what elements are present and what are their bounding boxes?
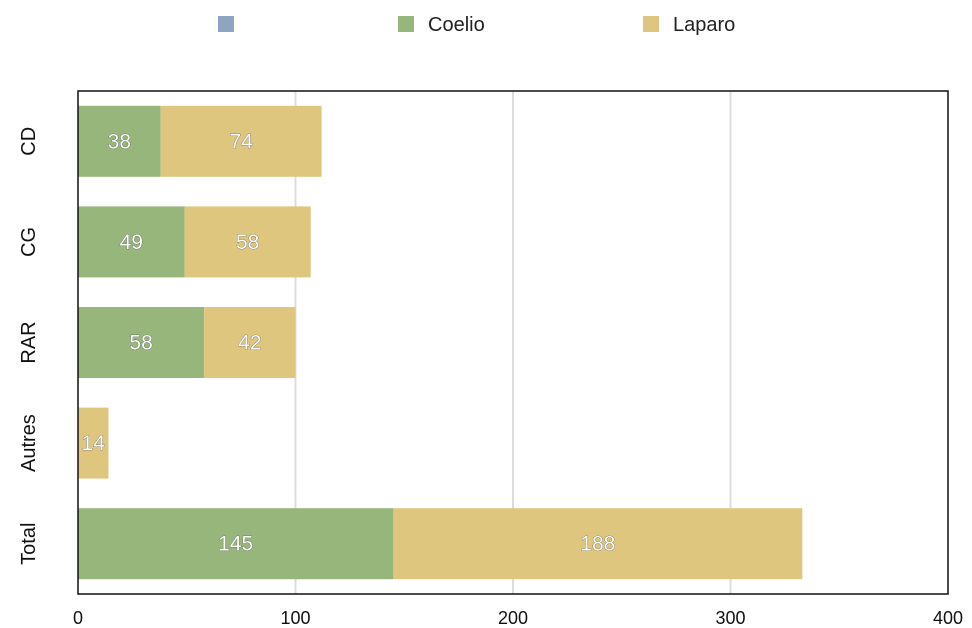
legend: Coelio Laparo	[218, 14, 735, 36]
bar-segment	[78, 407, 109, 479]
x-tick-label: 0	[73, 608, 83, 628]
bar-value-label: 188	[580, 533, 615, 556]
bar-segment	[184, 206, 311, 278]
x-tick-label: 200	[498, 608, 528, 628]
bar-value-label: 49	[120, 231, 143, 254]
bar-segment	[78, 508, 394, 580]
bar-segment	[393, 508, 803, 580]
y-category-label: CG	[18, 227, 40, 257]
bar-value-label: 145	[218, 533, 253, 556]
plot-frame	[77, 90, 949, 595]
bar-value-label: 42	[238, 332, 261, 355]
bar-value-label: 14	[82, 432, 106, 455]
bar-value-label: 74	[229, 130, 253, 153]
y-category-label: Autres	[18, 414, 40, 472]
legend-swatch	[218, 16, 234, 32]
y-axis-categories: CD CG RAR Autres Total	[18, 127, 40, 565]
bar-segment	[160, 105, 322, 177]
bars: 38 74 49 58 58 42 14 145 188	[78, 105, 803, 580]
legend-label: Coelio	[428, 14, 485, 36]
bar-segment	[78, 206, 185, 278]
bar-segment	[78, 105, 161, 177]
bar-value-label: 58	[236, 231, 259, 254]
bar-segment	[78, 307, 205, 378]
y-category-label: RAR	[18, 321, 40, 363]
x-tick-label: 400	[933, 608, 963, 628]
bar-segment	[204, 307, 296, 378]
legend-swatch	[643, 16, 659, 32]
x-tick-label: 300	[715, 608, 745, 628]
y-category-label: CD	[18, 127, 40, 156]
x-axis-ticks: 0 100 200 300 400	[73, 608, 963, 628]
bar-value-label: 58	[129, 332, 152, 355]
bar-value-label: 38	[108, 130, 131, 153]
legend-swatch	[398, 16, 414, 32]
legend-label: Laparo	[673, 14, 735, 36]
y-category-label: Total	[18, 523, 40, 565]
x-tick-label: 100	[280, 608, 310, 628]
